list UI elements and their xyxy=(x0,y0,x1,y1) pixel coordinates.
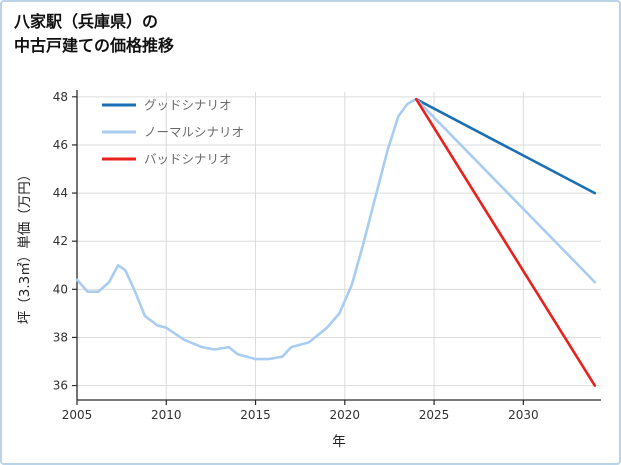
y-tick-label: 48 xyxy=(53,90,68,104)
y-tick-label: 44 xyxy=(53,186,68,200)
chart-title-line2: 中古戸建ての価格推移 xyxy=(14,36,175,55)
y-tick-label: 38 xyxy=(53,330,68,344)
y-tick-label: 40 xyxy=(53,282,68,296)
y-tick-label: 36 xyxy=(53,379,68,393)
y-tick-label: 42 xyxy=(53,234,68,248)
x-tick-label: 2025 xyxy=(419,408,450,422)
series-line-normal xyxy=(75,97,418,361)
chart-title: 八家駅（兵庫県）の 中古戸建ての価格推移 xyxy=(14,10,174,58)
x-tick-label: 2020 xyxy=(330,408,361,422)
legend-label-good: グッドシナリオ xyxy=(144,98,232,113)
series-line-bad xyxy=(414,97,597,387)
legend-label-normal: ノーマルシナリオ xyxy=(144,125,244,140)
y-tick-label: 46 xyxy=(53,138,68,152)
series-line-normal xyxy=(414,97,597,284)
y-axis-label: 坪（3.3㎡）単価（万円） xyxy=(17,167,33,325)
x-tick-label: 2005 xyxy=(62,408,93,422)
x-tick-label: 2030 xyxy=(508,408,539,422)
chart-title-line1: 八家駅（兵庫県）の xyxy=(14,12,159,31)
x-tick-label: 2015 xyxy=(240,408,271,422)
x-tick-label: 2010 xyxy=(151,408,182,422)
series-line-good xyxy=(414,97,597,195)
x-axis-label: 年 xyxy=(332,434,346,450)
legend-label-bad: バッドシナリオ xyxy=(144,152,232,167)
